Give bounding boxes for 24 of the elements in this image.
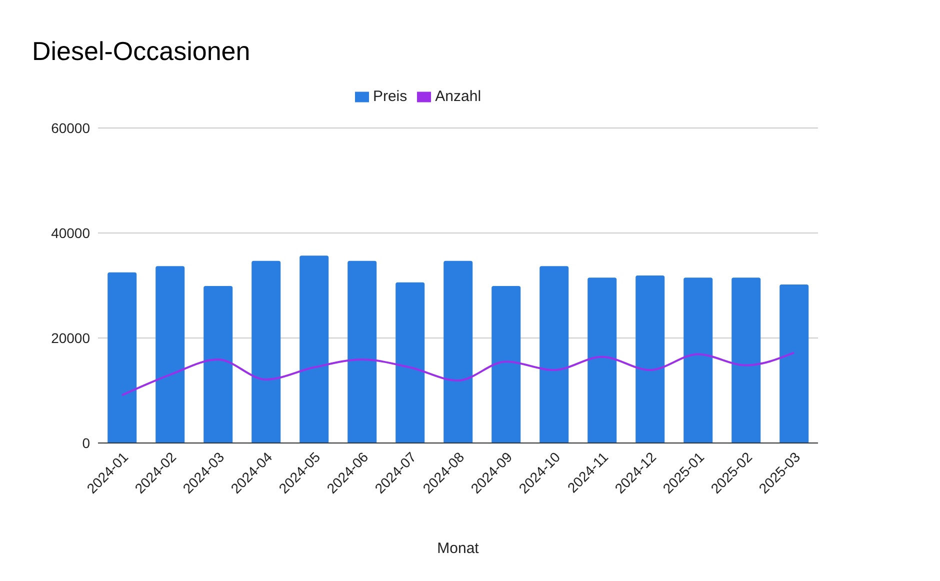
bar [204, 286, 233, 443]
chart-title: Diesel-Occasionen [32, 36, 250, 67]
line-series [121, 352, 795, 396]
bar [108, 272, 137, 443]
y-tick-label: 0 [82, 434, 90, 451]
bar [444, 260, 473, 443]
y-tick-label: 40000 [51, 224, 90, 241]
bar [300, 256, 329, 443]
bar [732, 278, 761, 443]
bar [588, 278, 617, 443]
bar [636, 276, 665, 443]
bar [540, 266, 569, 443]
x-axis-title: Monat [437, 540, 480, 557]
bar [396, 282, 425, 443]
bar [684, 278, 713, 443]
y-tick-label: 20000 [51, 330, 90, 346]
bar [348, 260, 377, 443]
bar [252, 260, 281, 443]
bar [780, 284, 809, 443]
legend-label: Anzahl [435, 88, 482, 105]
bar [156, 266, 185, 443]
y-tick-label: 60000 [51, 120, 90, 136]
bar [492, 286, 521, 443]
legend-label: Preis [372, 88, 408, 105]
